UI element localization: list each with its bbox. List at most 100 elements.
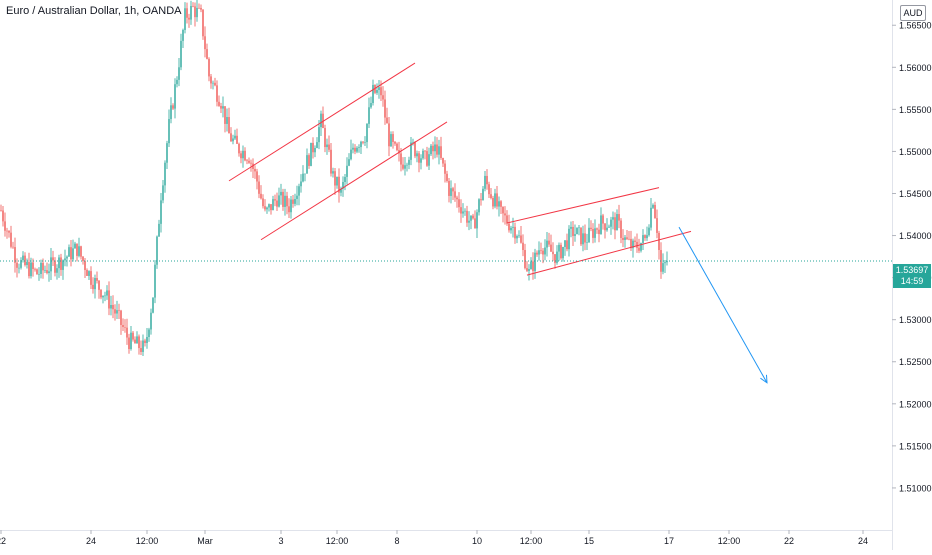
candle-body bbox=[434, 144, 436, 152]
candle-body bbox=[38, 273, 40, 275]
candle-body bbox=[30, 262, 32, 277]
candle-body bbox=[112, 304, 114, 310]
candle-body bbox=[268, 204, 270, 208]
candle-body bbox=[444, 163, 446, 174]
candle-body bbox=[662, 263, 664, 272]
candle-body bbox=[342, 182, 344, 189]
y-tick-label: 1.53000 bbox=[899, 315, 932, 325]
candle-body bbox=[166, 143, 168, 163]
candle-body bbox=[160, 200, 162, 224]
candle-body bbox=[518, 235, 520, 237]
candle-body bbox=[658, 232, 660, 251]
candle-body bbox=[484, 175, 486, 189]
candle-body bbox=[442, 157, 444, 164]
candle-body bbox=[476, 212, 478, 229]
candle-body bbox=[290, 199, 292, 213]
candle-body bbox=[500, 201, 502, 207]
candle-body bbox=[100, 289, 102, 298]
candle-body bbox=[318, 127, 320, 143]
candle-body bbox=[238, 143, 240, 154]
candle-body bbox=[158, 223, 160, 237]
projection-arrow[interactable] bbox=[678, 226, 768, 384]
candle-body bbox=[570, 226, 572, 229]
currency-button[interactable]: AUD bbox=[900, 5, 926, 21]
candle-body bbox=[260, 193, 262, 199]
candle-body bbox=[378, 87, 380, 91]
candle-body bbox=[492, 197, 494, 207]
candle-body bbox=[436, 144, 438, 155]
candle-body bbox=[114, 309, 116, 314]
candle-body bbox=[234, 135, 236, 139]
candle-body bbox=[454, 191, 456, 198]
candle-body bbox=[416, 153, 418, 157]
candle-body bbox=[358, 147, 360, 148]
candle-body bbox=[574, 234, 576, 236]
last-price-value: 1.53697 bbox=[895, 265, 929, 275]
candle-body bbox=[40, 262, 42, 274]
candle-body bbox=[362, 141, 364, 143]
candle-body bbox=[554, 254, 556, 263]
candle-body bbox=[314, 147, 316, 153]
candle-body bbox=[514, 226, 516, 239]
candle-body bbox=[408, 159, 410, 165]
candle-body bbox=[324, 128, 326, 148]
candle-body bbox=[536, 252, 538, 255]
candle-body bbox=[612, 217, 614, 220]
candle-body bbox=[60, 257, 62, 270]
candle-body bbox=[388, 123, 390, 147]
candle-body bbox=[572, 226, 574, 236]
candle-body bbox=[36, 269, 38, 275]
candle-body bbox=[430, 145, 432, 155]
candle-body bbox=[508, 223, 510, 231]
candle-body bbox=[108, 290, 110, 309]
candle-body bbox=[592, 228, 594, 238]
candle-body bbox=[614, 217, 616, 231]
candle-body bbox=[446, 173, 448, 181]
candle-body bbox=[560, 244, 562, 259]
candle-body bbox=[566, 240, 568, 250]
candle-body bbox=[452, 188, 454, 192]
candle-body bbox=[410, 142, 412, 160]
candle-body bbox=[64, 258, 66, 261]
candle-body bbox=[212, 82, 214, 84]
channel-1-lower-line[interactable] bbox=[260, 121, 448, 241]
candle-body bbox=[640, 242, 642, 251]
x-tick-label: 12:00 bbox=[520, 536, 543, 546]
candle-body bbox=[222, 106, 224, 109]
channel-2-upper-line[interactable] bbox=[506, 187, 660, 224]
channel-lines[interactable] bbox=[228, 62, 692, 276]
candle-body bbox=[642, 235, 644, 243]
candle-body bbox=[428, 154, 430, 166]
candle-body bbox=[230, 133, 232, 142]
candle-body bbox=[240, 153, 242, 159]
candle-body bbox=[412, 142, 414, 143]
channel-1-upper-line[interactable] bbox=[228, 62, 416, 182]
channel-2-lower-line[interactable] bbox=[526, 230, 692, 276]
candle-body bbox=[272, 199, 274, 211]
candle-body bbox=[86, 269, 88, 276]
candle-body bbox=[438, 146, 440, 155]
candles bbox=[0, 0, 668, 356]
candle-body bbox=[242, 150, 244, 159]
projection-line[interactable] bbox=[678, 226, 768, 384]
x-tick-label: 24 bbox=[86, 536, 96, 546]
candle-body bbox=[494, 193, 496, 207]
candle-body bbox=[294, 198, 296, 204]
candle-body bbox=[14, 247, 16, 263]
candle-body bbox=[32, 262, 34, 269]
candle-body bbox=[292, 199, 294, 204]
candle-body bbox=[348, 159, 350, 166]
candle-body bbox=[346, 165, 348, 177]
candle-body bbox=[326, 144, 328, 148]
candle-body bbox=[96, 278, 98, 281]
candle-body bbox=[80, 246, 82, 257]
candle-body bbox=[128, 337, 130, 350]
candle-body bbox=[400, 153, 402, 165]
candle-body bbox=[20, 260, 22, 268]
candle-body bbox=[426, 151, 428, 166]
candle-body bbox=[370, 103, 372, 108]
y-tick-label: 1.56500 bbox=[899, 21, 932, 31]
candle-body bbox=[382, 95, 384, 100]
